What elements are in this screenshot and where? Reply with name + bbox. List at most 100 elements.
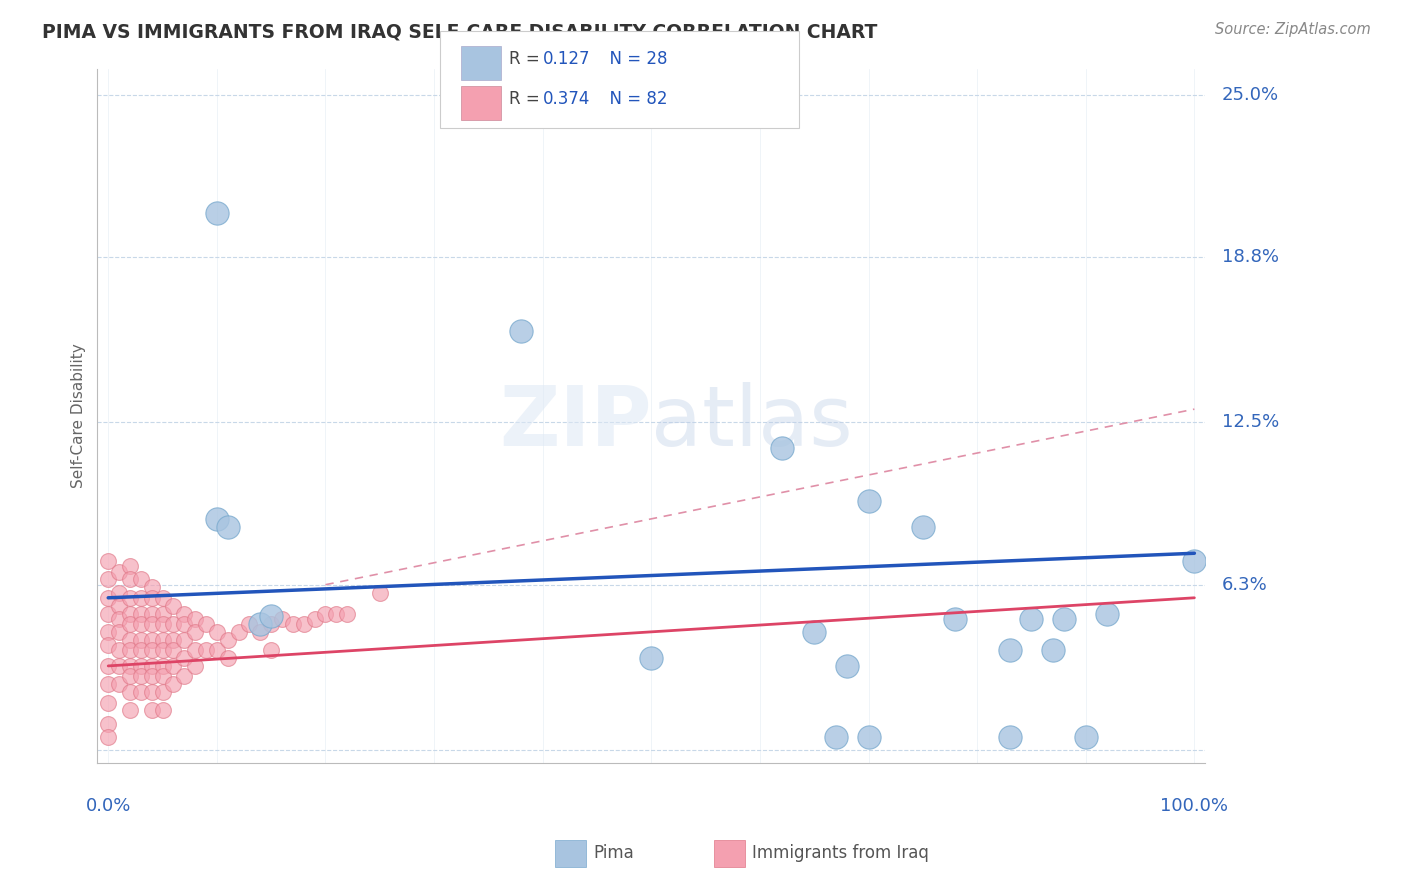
Point	[141, 580, 163, 594]
Point	[152, 703, 174, 717]
Point	[97, 730, 120, 744]
Point	[108, 624, 131, 639]
Point	[770, 442, 793, 456]
Point	[510, 324, 533, 338]
Text: 18.8%: 18.8%	[1222, 248, 1278, 266]
Point	[336, 607, 359, 621]
Point	[118, 685, 141, 699]
Point	[173, 632, 195, 647]
Point	[194, 617, 217, 632]
Point	[205, 205, 228, 219]
Point	[1074, 730, 1097, 744]
Point	[152, 607, 174, 621]
Point	[1182, 554, 1205, 568]
Point	[129, 632, 152, 647]
Point	[260, 643, 283, 657]
Point	[173, 617, 195, 632]
Point	[998, 643, 1021, 657]
Point	[108, 599, 131, 613]
Text: Pima: Pima	[593, 844, 634, 862]
Point	[292, 617, 315, 632]
Point	[184, 624, 207, 639]
Point	[217, 632, 239, 647]
Point	[911, 520, 934, 534]
Point	[129, 607, 152, 621]
Point	[118, 573, 141, 587]
Point	[97, 638, 120, 652]
Point	[141, 669, 163, 683]
Point	[162, 659, 184, 673]
Point	[108, 612, 131, 626]
Point	[108, 565, 131, 579]
Point	[118, 669, 141, 683]
Point	[118, 607, 141, 621]
Point	[217, 651, 239, 665]
Point	[152, 632, 174, 647]
Point	[97, 607, 120, 621]
Point	[152, 685, 174, 699]
Point	[129, 659, 152, 673]
Point	[118, 617, 141, 632]
Text: Immigrants from Iraq: Immigrants from Iraq	[752, 844, 929, 862]
Point	[368, 585, 391, 599]
Text: Source: ZipAtlas.com: Source: ZipAtlas.com	[1215, 22, 1371, 37]
Point	[281, 617, 304, 632]
Point	[141, 643, 163, 657]
Point	[141, 591, 163, 605]
Point	[304, 612, 326, 626]
Point	[162, 632, 184, 647]
Text: 6.3%: 6.3%	[1222, 575, 1267, 594]
Point	[835, 659, 858, 673]
Point	[184, 612, 207, 626]
Point	[205, 624, 228, 639]
Point	[1097, 607, 1119, 621]
Point	[141, 617, 163, 632]
Point	[1053, 612, 1076, 626]
Point	[141, 703, 163, 717]
Point	[1021, 612, 1043, 626]
Point	[129, 643, 152, 657]
Text: R =: R =	[509, 50, 546, 68]
Point	[998, 730, 1021, 744]
Text: 0.374: 0.374	[543, 90, 591, 109]
Point	[152, 659, 174, 673]
Point	[152, 669, 174, 683]
Point	[173, 607, 195, 621]
Text: PIMA VS IMMIGRANTS FROM IRAQ SELF-CARE DISABILITY CORRELATION CHART: PIMA VS IMMIGRANTS FROM IRAQ SELF-CARE D…	[42, 22, 877, 41]
Point	[97, 573, 120, 587]
Point	[118, 632, 141, 647]
Text: 12.5%: 12.5%	[1222, 413, 1279, 431]
Point	[129, 685, 152, 699]
Point	[97, 677, 120, 691]
Text: 0.127: 0.127	[543, 50, 591, 68]
Point	[118, 659, 141, 673]
Point	[162, 617, 184, 632]
Point	[129, 591, 152, 605]
Text: 0.0%: 0.0%	[86, 797, 131, 815]
Point	[152, 617, 174, 632]
Text: ZIP: ZIP	[499, 382, 651, 463]
Point	[118, 591, 141, 605]
Point	[97, 591, 120, 605]
Y-axis label: Self-Care Disability: Self-Care Disability	[72, 343, 86, 488]
Point	[162, 599, 184, 613]
Point	[1042, 643, 1064, 657]
Point	[141, 607, 163, 621]
Point	[129, 573, 152, 587]
Point	[228, 624, 250, 639]
Text: 100.0%: 100.0%	[1160, 797, 1229, 815]
Point	[108, 659, 131, 673]
Point	[945, 612, 967, 626]
Text: 25.0%: 25.0%	[1222, 86, 1278, 103]
Point	[129, 617, 152, 632]
Point	[118, 559, 141, 574]
Point	[825, 730, 848, 744]
Point	[173, 669, 195, 683]
Text: R =: R =	[509, 90, 546, 109]
Point	[141, 685, 163, 699]
Point	[141, 632, 163, 647]
Point	[184, 659, 207, 673]
Point	[108, 585, 131, 599]
Point	[205, 643, 228, 657]
Point	[260, 617, 283, 632]
